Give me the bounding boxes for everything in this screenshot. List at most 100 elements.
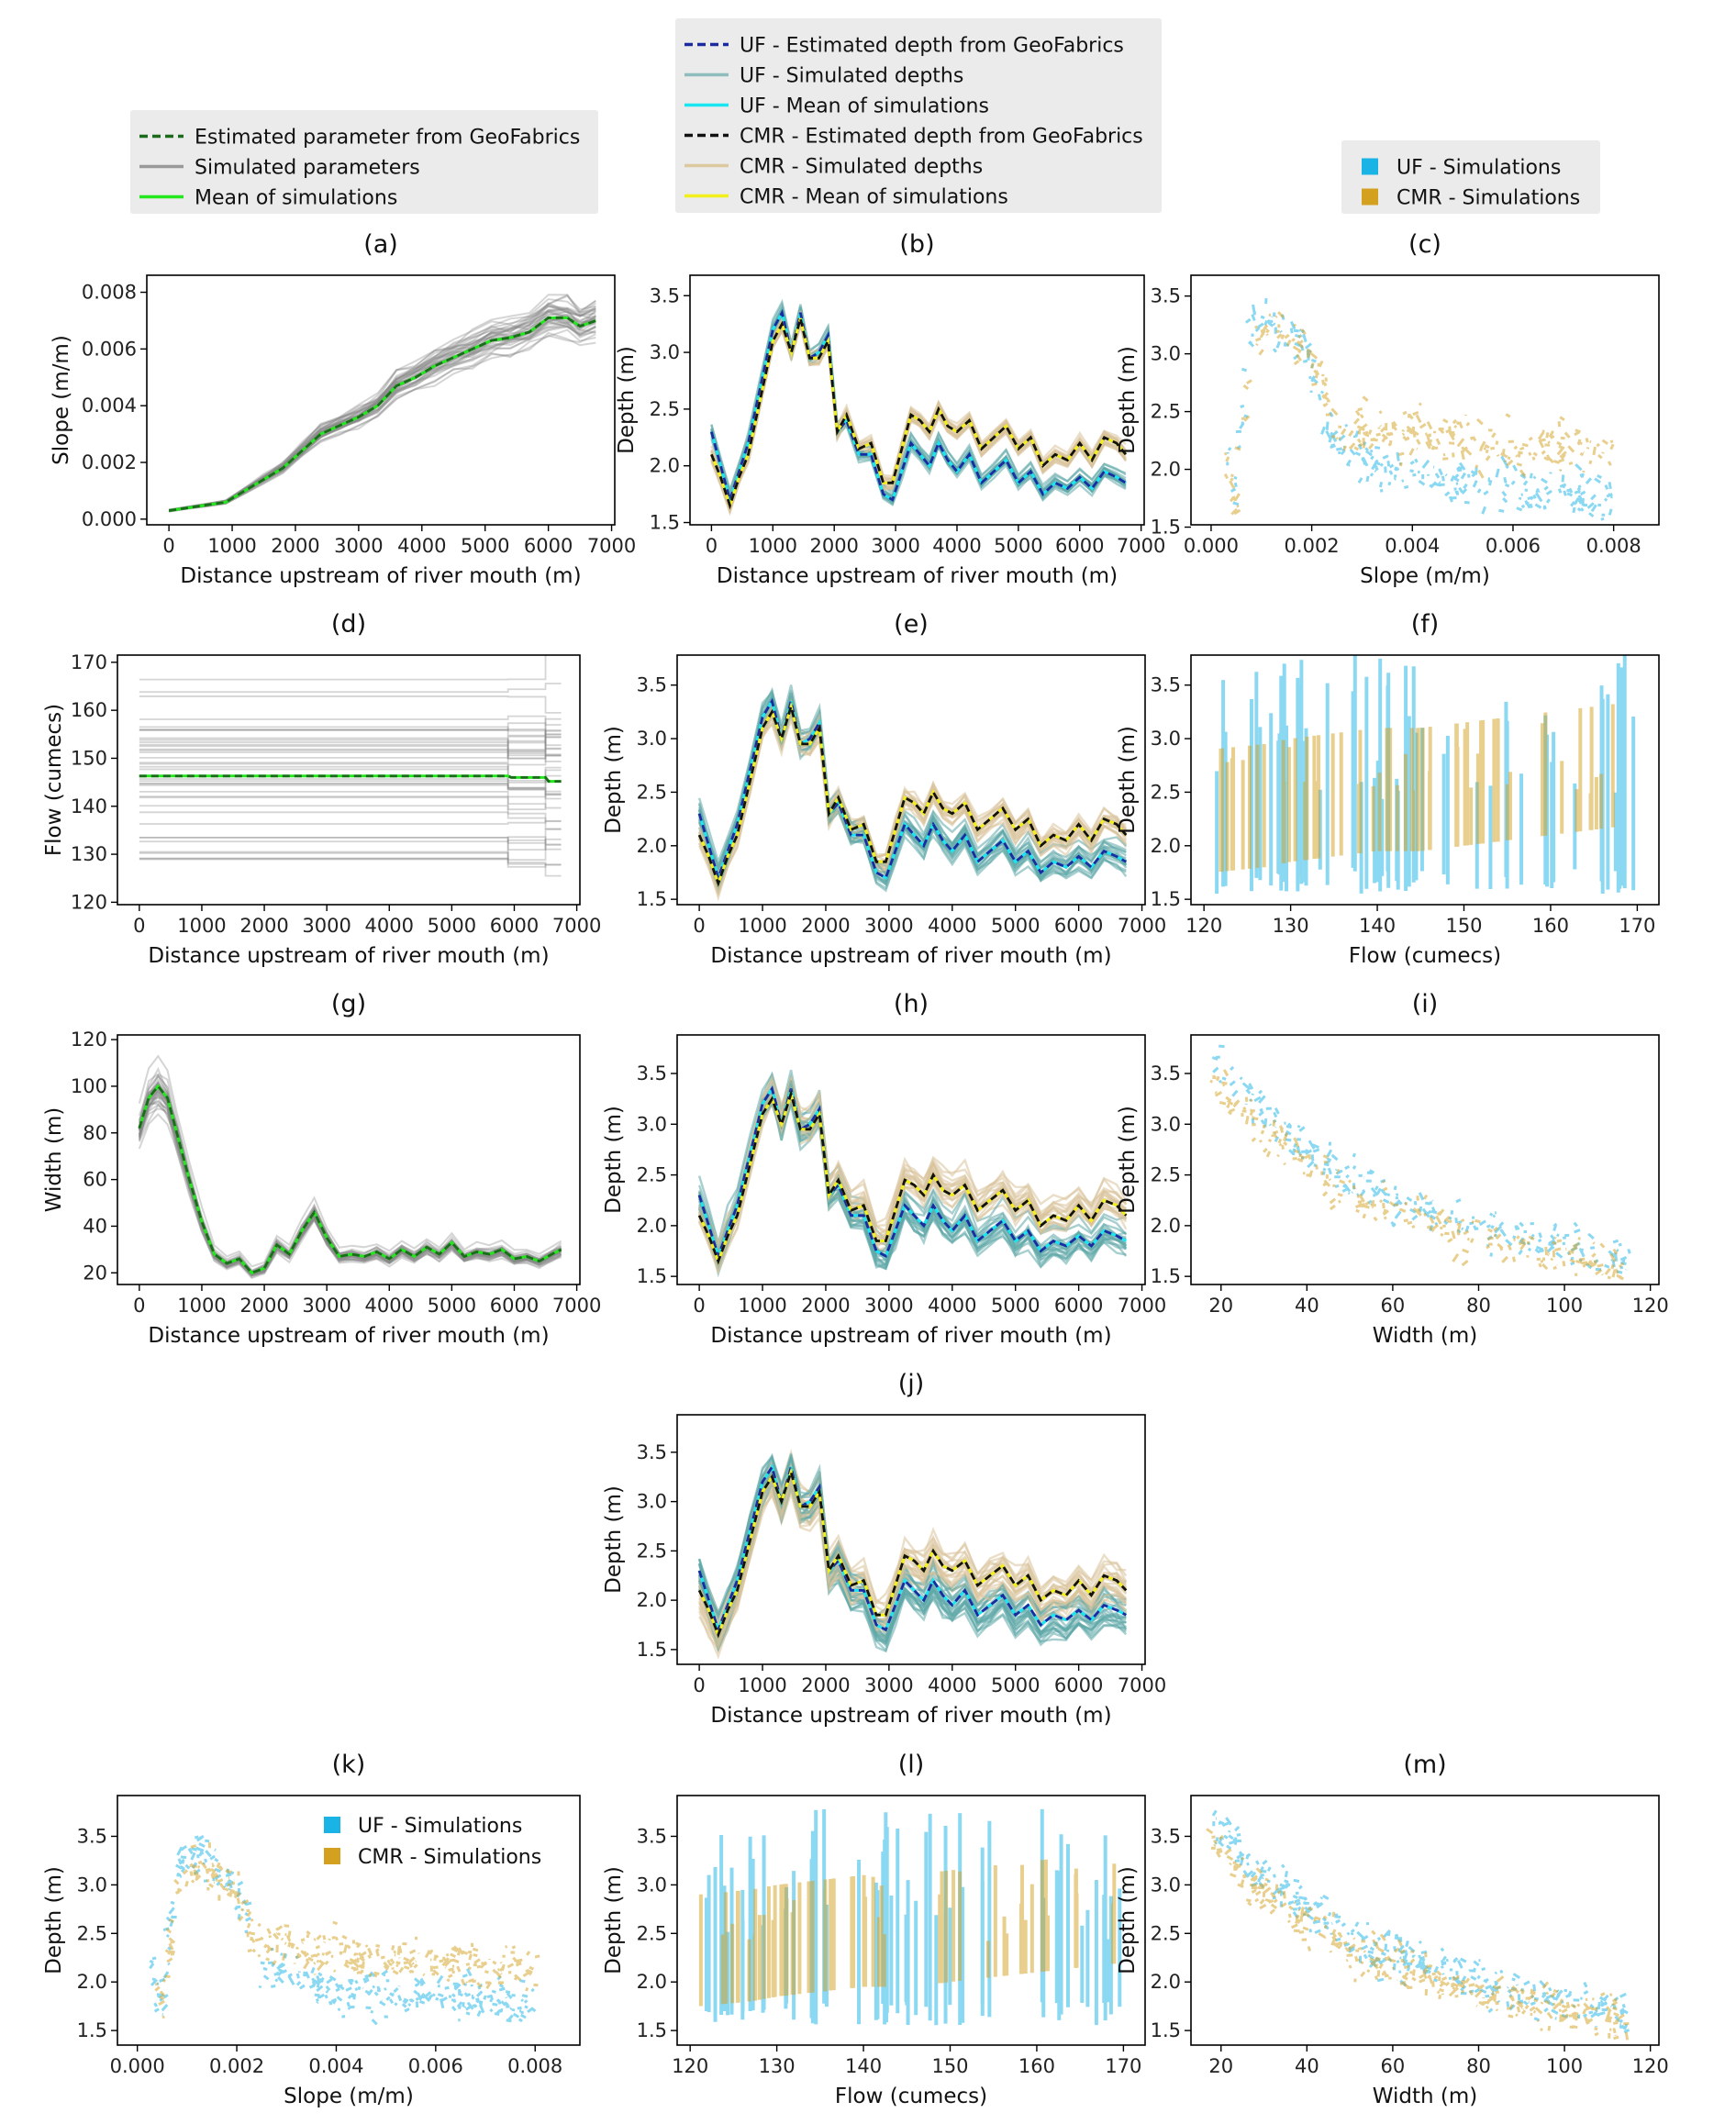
simulation-stroke xyxy=(1374,1956,1379,1962)
simulation-stroke xyxy=(1268,1123,1272,1127)
simulation-stroke xyxy=(1624,2031,1630,2041)
x-axis-label: Distance upstream of river mouth (m) xyxy=(717,564,1118,588)
simulation-stroke xyxy=(1221,1081,1228,1085)
y-tick-label: 1.5 xyxy=(637,2019,667,2041)
simulation-stroke xyxy=(445,1952,450,1957)
y-tick-label: 1.5 xyxy=(650,512,680,534)
x-tick-label: 0.004 xyxy=(1385,535,1440,557)
simulation-stroke xyxy=(1519,469,1527,478)
simulation-stroke xyxy=(1542,505,1547,509)
simulation-stroke xyxy=(1492,1985,1498,1990)
estimated-depth-line xyxy=(697,1463,1127,1634)
plot-area xyxy=(1223,298,1615,521)
x-tick-label: 7000 xyxy=(1118,1295,1166,1317)
simulation-stroke xyxy=(1456,1230,1461,1236)
x-tick-label: 3000 xyxy=(871,535,919,557)
simulation-stroke xyxy=(1448,1216,1452,1220)
cmr-simulation-points xyxy=(154,1842,540,2019)
simulation-stroke xyxy=(257,1953,262,1958)
axes-frame xyxy=(1190,274,1660,526)
simulation-stroke xyxy=(1409,1970,1413,1974)
simulation-stroke xyxy=(1483,490,1489,495)
simulation-stroke xyxy=(284,1932,287,1937)
simulation-stroke xyxy=(1314,1916,1321,1921)
simulated-flow-line xyxy=(139,728,562,744)
simulation-stroke xyxy=(492,1968,497,1974)
y-tick-label: 170 xyxy=(71,651,107,673)
simulation-stroke xyxy=(1566,492,1574,497)
panel-g: (g)0 1000 2000 3000 4000 5000 6000 700020406080… xyxy=(42,990,601,1348)
simulation-stroke xyxy=(1552,1240,1557,1245)
simulation-stroke xyxy=(217,1878,224,1884)
mean-of-simulations-line xyxy=(139,774,562,784)
simulation-stroke xyxy=(1485,455,1491,461)
simulation-stroke xyxy=(1292,1157,1297,1161)
simulation-stroke xyxy=(1436,1970,1442,1976)
simulation-stroke xyxy=(506,1992,513,2000)
simulation-stroke xyxy=(1315,1164,1319,1170)
x-tick-label: 0 xyxy=(693,915,705,937)
simulation-stroke xyxy=(1538,1262,1542,1268)
simulation-stroke xyxy=(1468,1983,1475,1987)
simulation-stroke xyxy=(1592,1241,1596,1245)
uf-simulation-points xyxy=(1215,655,1636,894)
simulation-stroke xyxy=(1411,1224,1416,1229)
simulation-stroke xyxy=(209,1854,216,1861)
simulation-stroke xyxy=(1551,2008,1559,2015)
simulation-stroke xyxy=(1588,512,1595,518)
simulation-stroke xyxy=(1615,1249,1619,1252)
simulation-stroke xyxy=(1527,1994,1535,2001)
simulation-stroke xyxy=(513,1976,517,1981)
x-tick-label: 3000 xyxy=(334,535,383,557)
simulation-stroke xyxy=(1215,1837,1219,1842)
simulation-stroke xyxy=(1527,495,1532,501)
simulation-stroke xyxy=(1583,2013,1587,2018)
simulation-stroke xyxy=(1246,379,1252,384)
y-tick-label: 130 xyxy=(71,843,107,865)
simulation-stroke xyxy=(1550,1992,1556,1998)
y-tick-label: 2.5 xyxy=(637,1922,667,1944)
simulation-stroke xyxy=(449,1958,455,1963)
simulation-stroke xyxy=(1609,1252,1617,1262)
x-tick-label: 2000 xyxy=(239,1295,288,1317)
x-tick-label: 0.008 xyxy=(1586,535,1641,557)
simulation-stroke xyxy=(1516,1235,1520,1240)
simulation-stroke xyxy=(1367,1199,1373,1205)
x-axis-label: Distance upstream of river mouth (m) xyxy=(710,944,1111,968)
simulation-stroke xyxy=(1357,477,1363,484)
simulated-parameter-line xyxy=(138,1084,562,1273)
simulation-stroke xyxy=(1414,458,1419,463)
simulation-stroke xyxy=(428,1994,434,1999)
simulation-stroke xyxy=(1391,1966,1396,1971)
simulation-stroke xyxy=(1547,1251,1551,1255)
estimated-depth-line xyxy=(697,1467,1128,1639)
simulation-stroke xyxy=(1619,1992,1627,1998)
simulation-stroke xyxy=(1223,473,1229,480)
simulation-stroke xyxy=(1284,333,1290,339)
simulation-stroke xyxy=(315,1997,320,2003)
simulated-parameter-line xyxy=(168,295,596,511)
y-axis-label: Width (m) xyxy=(42,1107,66,1212)
simulation-stroke xyxy=(317,1978,320,1985)
simulation-stroke xyxy=(1473,1960,1480,1967)
simulation-stroke xyxy=(1294,1149,1300,1154)
simulation-stroke xyxy=(1304,1896,1308,1901)
simulation-stroke xyxy=(1250,1871,1257,1878)
x-tick-label: 1000 xyxy=(177,1295,226,1317)
x-tick-label: 1000 xyxy=(207,535,256,557)
simulated-flow-line xyxy=(139,839,562,846)
simulation-stroke xyxy=(1242,1869,1250,1878)
simulation-stroke xyxy=(1264,1897,1272,1903)
simulation-stroke xyxy=(1352,1184,1357,1190)
simulation-stroke xyxy=(206,1878,210,1883)
simulation-stroke xyxy=(431,1993,436,1997)
simulated-parameter-line xyxy=(138,1054,562,1268)
simulation-stroke xyxy=(1613,2035,1619,2041)
legend-label: CMR - Mean of simulations xyxy=(740,186,1008,209)
simulation-stroke xyxy=(1594,477,1601,484)
simulation-stroke xyxy=(1537,490,1541,494)
panel-l: (l)120 130 140 150 160 1701.52.02.53.03.5Flow… xyxy=(602,1751,1146,2108)
panel-title: (b) xyxy=(899,230,934,259)
simulation-stroke xyxy=(1307,1161,1315,1169)
simulation-stroke xyxy=(1352,1937,1356,1941)
